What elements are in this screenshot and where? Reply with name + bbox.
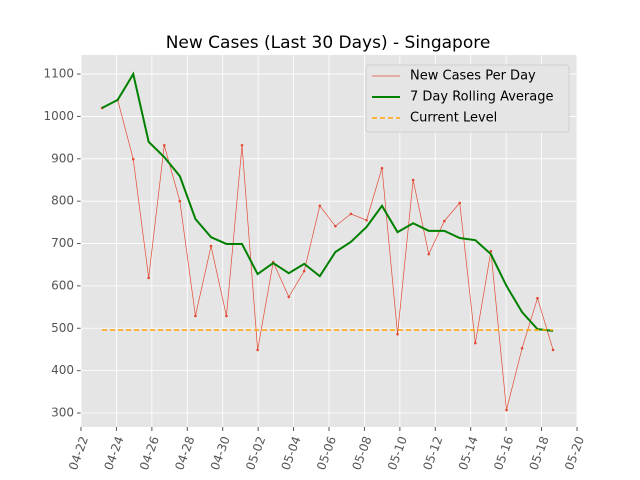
point: [162, 143, 166, 147]
point: [458, 201, 462, 205]
point: [240, 143, 244, 147]
point: [194, 314, 197, 318]
point: [380, 166, 384, 170]
y-tick-label: 400: [51, 363, 74, 377]
point: [225, 314, 228, 318]
point: [302, 269, 306, 273]
y-tick-label: 800: [51, 194, 74, 208]
point: [209, 244, 213, 248]
series-line: [101, 99, 554, 411]
point: [427, 252, 431, 256]
y-tick-label: 900: [51, 151, 74, 165]
y-tick-label: 500: [51, 321, 74, 335]
point: [396, 332, 399, 336]
point: [551, 348, 555, 352]
point: [147, 276, 150, 280]
point: [318, 204, 322, 208]
series-line: [101, 71, 554, 332]
legend-label: Current Level: [410, 111, 497, 126]
point: [334, 224, 337, 228]
y-tick-label: 300: [51, 406, 74, 420]
y-tick-label: 600: [51, 278, 74, 292]
point: [505, 408, 508, 412]
point: [131, 157, 135, 161]
point: [536, 296, 539, 300]
point: [520, 346, 524, 350]
legend-label: 7 Day Rolling Average: [410, 90, 553, 105]
point: [474, 341, 477, 345]
point: [365, 218, 368, 222]
legend-label: New Cases Per Day: [410, 69, 536, 84]
y-tick-label: 1000: [43, 109, 74, 123]
legend-box: [365, 64, 570, 133]
point: [178, 199, 182, 203]
y-tick-label: 1100: [43, 67, 74, 81]
point: [349, 212, 353, 216]
point: [411, 178, 415, 182]
chart-title: New Cases (Last 30 Days) - Singapore: [166, 33, 491, 53]
point: [256, 348, 259, 352]
point: [489, 249, 493, 253]
point: [287, 295, 291, 299]
point: [443, 219, 446, 223]
y-tick-label: 700: [51, 236, 74, 250]
